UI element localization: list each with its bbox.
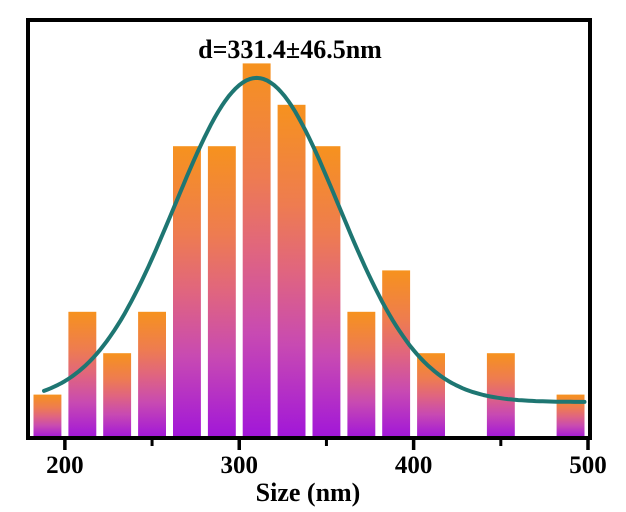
- plot-frame: [26, 18, 592, 440]
- histogram-bar: [138, 311, 166, 438]
- x-axis-label: Size (nm): [256, 478, 361, 507]
- x-tick-label: 400: [395, 452, 433, 479]
- x-tick-label: 200: [46, 452, 84, 479]
- histogram-bar: [173, 146, 201, 438]
- histogram-bar: [312, 146, 341, 438]
- histogram-bar: [33, 394, 62, 438]
- histogram-bar: [242, 63, 271, 439]
- histogram-bar: [277, 104, 306, 439]
- x-tick-label: 300: [221, 452, 259, 479]
- x-axis-ticks: 200 300 400 500: [46, 438, 607, 479]
- histogram-bar: [103, 353, 132, 438]
- gaussian-fit-curve: [42, 75, 587, 404]
- histogram-bar: [207, 146, 236, 438]
- bars-group: [33, 63, 585, 439]
- histogram-bar: [382, 270, 411, 438]
- histogram-bar: [347, 311, 376, 438]
- x-tick-label: 500: [569, 452, 607, 479]
- fit-annotation: d=331.4±46.5nm: [198, 35, 382, 64]
